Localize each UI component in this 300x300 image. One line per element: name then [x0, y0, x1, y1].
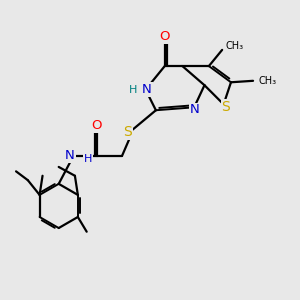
Text: S: S: [222, 100, 230, 114]
Text: N: N: [189, 103, 199, 116]
Text: CH₃: CH₃: [258, 76, 277, 86]
Text: N: N: [142, 83, 152, 96]
Text: H: H: [84, 154, 92, 164]
Text: N: N: [65, 149, 75, 162]
Text: S: S: [124, 125, 132, 139]
Text: O: O: [160, 30, 170, 43]
Text: CH₃: CH₃: [226, 41, 244, 51]
Text: O: O: [92, 119, 102, 132]
Text: H: H: [129, 85, 137, 94]
